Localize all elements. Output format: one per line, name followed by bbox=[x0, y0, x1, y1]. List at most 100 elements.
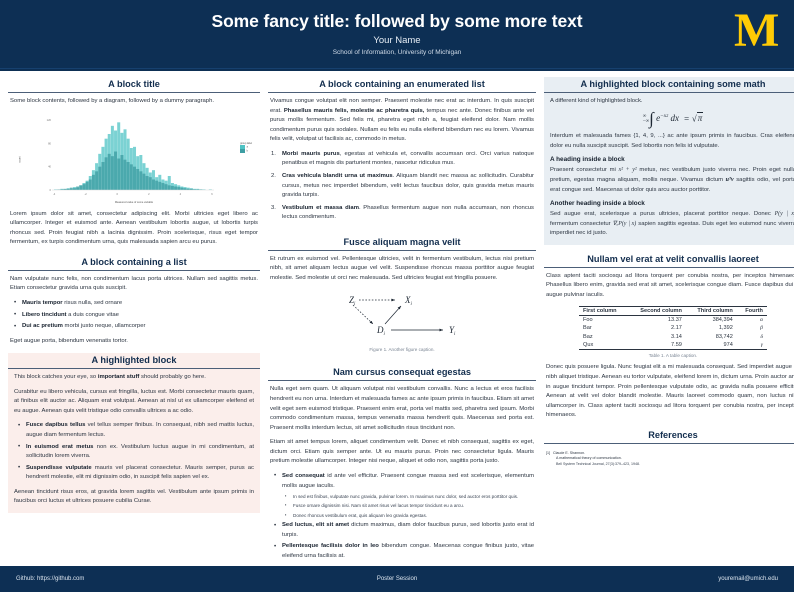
list-item-lead: Dui ac pretium bbox=[22, 323, 63, 330]
block-math-highlight: A highlighted block containing some math… bbox=[544, 77, 794, 245]
block-body: Nulla eget sem quam. Ut aliquam volutpat… bbox=[268, 381, 536, 561]
paragraph: Praesent consectetur mi x² + y² metus, n… bbox=[550, 166, 794, 195]
block-a-block-title: A block title Some block contents, follo… bbox=[8, 77, 260, 248]
numbered-list: Morbi mauris purus, egestas at vehicula … bbox=[270, 150, 534, 223]
block-title: A block containing a list bbox=[8, 255, 260, 271]
sub-list-item: Fusce ornare dignissim nisi. Nam sit ame… bbox=[285, 502, 534, 509]
text-run: sapien sagittis egestas. Duis eget leo e… bbox=[550, 220, 794, 237]
svg-text:-4: -4 bbox=[53, 192, 56, 196]
list-item: Dui ac pretium morbi justo neque, ullamc… bbox=[14, 322, 258, 332]
table-cell: Foo bbox=[583, 317, 593, 324]
list-item-lead: Fusce dapibus tellus bbox=[26, 422, 86, 429]
table-cell: 974 bbox=[685, 341, 737, 351]
table-cell: δ bbox=[760, 333, 763, 340]
block-enumerated-list: A block containing an enumerated list Vi… bbox=[268, 77, 536, 228]
paragraph: Interdum et malesuada fames {1, 4, 9, ..… bbox=[550, 133, 794, 149]
chart-legend: group label a b bbox=[240, 142, 252, 154]
svg-text:4: 4 bbox=[180, 192, 182, 196]
paragraph: Etiam sit amet tempus lorem, aliquet con… bbox=[270, 439, 534, 465]
block-a-highlighted-block: A highlighted block This block catches y… bbox=[8, 353, 260, 513]
header-divider bbox=[0, 68, 794, 71]
table-cell: Bar bbox=[583, 325, 592, 332]
table-column-header: Second column bbox=[627, 305, 686, 316]
sub-bullet-list: In sed est finibus, vulputate nunc gravi… bbox=[282, 493, 534, 519]
math-equation: ∞ −∞ ∫ e−x2 dx = √π bbox=[550, 110, 794, 127]
list-item-text: risus nulla, sed ornare bbox=[62, 299, 123, 306]
dag-node-x: Xi bbox=[404, 295, 413, 307]
sub-heading: A heading inside a block bbox=[550, 156, 625, 164]
page-title: Some fancy title: followed by some more … bbox=[211, 10, 583, 31]
text-run: fermentum consectetur bbox=[550, 220, 613, 227]
block-title: A highlighted block bbox=[8, 353, 260, 370]
dag-node-z: Zi bbox=[349, 295, 356, 307]
legend-entry: a bbox=[240, 145, 252, 150]
reference-text: Claude E. Shannon. A mathematical theory … bbox=[553, 451, 640, 467]
block-nam-cursus-consequat-egestas: Nam cursus consequat egestas Nulla eget … bbox=[268, 365, 536, 566]
list-item-lead: Libero tincidunt bbox=[22, 311, 67, 318]
bullet-list: Sed consequat id ante vel efficitur. Pra… bbox=[270, 471, 534, 561]
block-body: Class aptent taciti sociosqu ad litora t… bbox=[544, 268, 794, 421]
affiliation: School of Information, University of Mic… bbox=[332, 49, 462, 57]
list-item-text: . Phasellus fermentum augue non nulla ac… bbox=[282, 204, 534, 221]
reference-item: [1] Claude E. Shannon. A mathematical theo… bbox=[546, 451, 794, 467]
paragraph: Donec quis posuere ligula. Nunc feugiat … bbox=[546, 364, 794, 419]
block-title: A block containing an enumerated list bbox=[268, 77, 536, 93]
table-cell: 1,392 bbox=[718, 325, 733, 332]
block-title: A highlighted block containing some math bbox=[544, 77, 794, 93]
table-column-header: Third column bbox=[685, 305, 737, 316]
table-cell: γ bbox=[736, 341, 767, 351]
table-cell: 83,742 bbox=[715, 333, 733, 340]
list-item: Morbi mauris purus, egestas at vehicula … bbox=[271, 150, 534, 169]
histogram-svg: -4 -2 0 2 4 6 0 40 80 120 bbox=[47, 118, 214, 196]
legend-entry: b bbox=[240, 149, 252, 154]
paragraph: Curabitur eu libero vehicula, cursus est… bbox=[14, 388, 254, 414]
footer-github-link[interactable]: Github: https://github.com bbox=[16, 576, 85, 582]
table-cell: β bbox=[760, 325, 763, 332]
text-run: metus, nec vestibulum justo viverra nec.… bbox=[550, 167, 794, 183]
list-item: Suspendisse vulputate mauris vel placera… bbox=[18, 463, 254, 483]
poster-header: Some fancy title: followed by some more … bbox=[0, 0, 794, 68]
table-cell: 3.14 bbox=[671, 333, 682, 340]
list-item-lead: Cras vehicula blandit urna ut maximus bbox=[282, 172, 393, 179]
svg-text:0: 0 bbox=[50, 188, 52, 192]
paragraph: Class aptent taciti sociosqu ad litora t… bbox=[546, 272, 794, 298]
table-cell: 2.17 bbox=[671, 325, 682, 332]
svg-text:-2: -2 bbox=[84, 192, 87, 196]
table-cell: 384,394 bbox=[712, 317, 733, 324]
poster-body: A block title Some block contents, follo… bbox=[0, 71, 794, 566]
svg-text:6: 6 bbox=[211, 192, 213, 196]
table-row: Qux 7.59 974 γ bbox=[579, 341, 767, 351]
list-item-text: non ex. Vestibulum luctus augue in mi co… bbox=[26, 443, 254, 460]
footer-email-link[interactable]: youremail@umich.edu bbox=[718, 576, 778, 582]
bullet-list: Mauris tempor risus nulla, sed ornareLib… bbox=[10, 298, 258, 332]
author-name: Your Name bbox=[373, 35, 421, 47]
block-title: Fusce aliquam magna velit bbox=[268, 235, 536, 251]
table-row: Baz 3.14 83,742 δ bbox=[579, 333, 767, 341]
paragraph: Vivamus congue volutpat elit non semper.… bbox=[270, 97, 534, 145]
table-header-row: First column Second column Third column Fou… bbox=[579, 305, 767, 316]
list-item-text: mauris vel placerat consectetur. Mauris … bbox=[26, 464, 254, 481]
integral-symbol: ∫ bbox=[649, 108, 654, 128]
table-column-header: Fourth bbox=[736, 305, 767, 316]
table-body: Foo 13.37 384,394 α Bar 2.17 1,392 β Baz 3.14 83,7… bbox=[579, 315, 767, 351]
inline-math: uᵀv bbox=[725, 177, 734, 183]
table-caption: Table 1. A table caption. bbox=[648, 353, 698, 359]
text-run: sagittis odio, vel porta erat congue sed… bbox=[550, 177, 794, 193]
block-references: References [1] Claude E. Shannon. A mathem… bbox=[544, 428, 794, 467]
list-item: Mauris tempor risus nulla, sed ornare bbox=[14, 298, 258, 309]
dag-node-d: Di bbox=[376, 325, 386, 337]
legend-title: group label bbox=[240, 141, 252, 145]
list-item-lead: Suspendisse vulputate bbox=[26, 464, 92, 471]
block-a-block-containing-a-list: A block containing a list Nam vulputate … bbox=[8, 255, 260, 346]
text-run: This block catches your eye, so bbox=[14, 374, 98, 381]
table-cell: Qux bbox=[579, 341, 628, 351]
dag-figure: Zi Xi Di Yi Figure 1. Another figure cap… bbox=[270, 288, 534, 352]
svg-text:80: 80 bbox=[48, 141, 51, 145]
table-column-header: First column bbox=[579, 305, 628, 316]
block-body: Vivamus congue volutpat elit non semper.… bbox=[268, 93, 536, 223]
paragraph: Et rutrum ex euismod vel. Pellentesque u… bbox=[270, 255, 534, 281]
sub-list-item: Donec rhoncus vestibulum erat, quis aliq… bbox=[285, 512, 534, 519]
paragraph: Nam vulputate nunc felis, non condimentu… bbox=[10, 275, 258, 292]
block-body: Et rutrum ex euismod vel. Pellentesque u… bbox=[268, 251, 536, 353]
list-item: Libero tincidunt a duis congue vitae bbox=[14, 310, 258, 321]
